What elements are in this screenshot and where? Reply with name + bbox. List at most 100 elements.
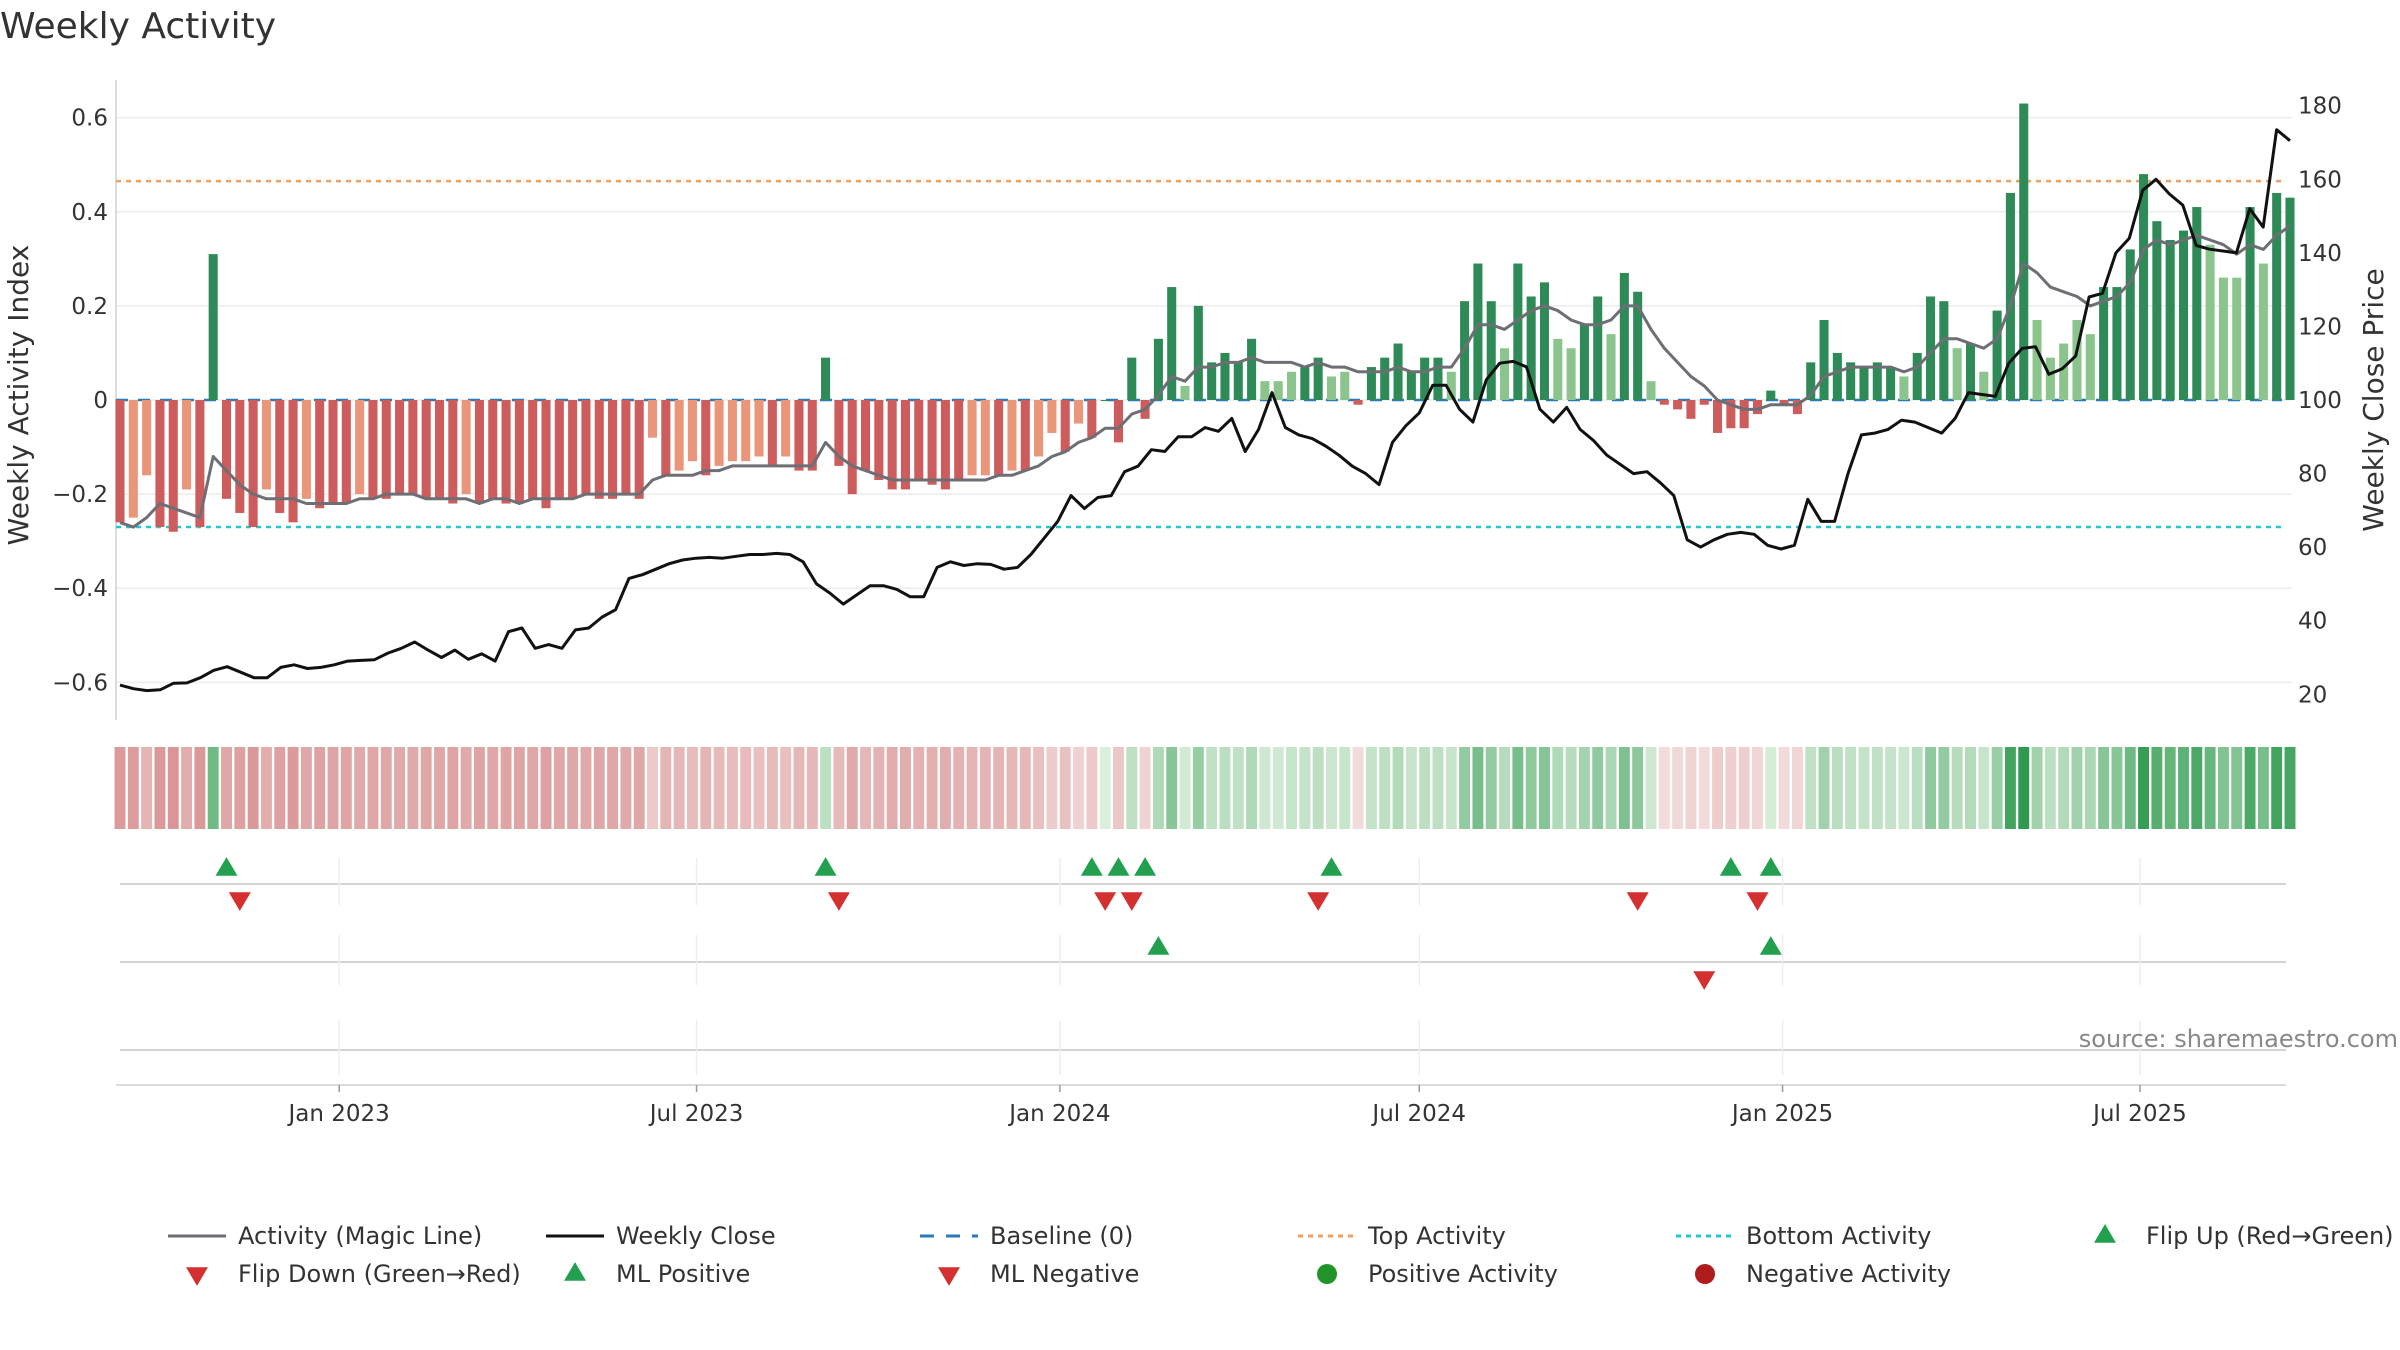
activity-bar	[1566, 348, 1576, 400]
activity-bar	[1832, 352, 1842, 400]
right-axis-ticks: 180 160 140 120 100 80 60 40 20	[2298, 94, 2342, 709]
heat-cell	[114, 747, 126, 829]
activity-bar	[994, 400, 1004, 476]
flip-up-marker	[1719, 857, 1742, 876]
x-axis-ticks: Jan 2023 Jul 2023 Jan 2024 Jul 2024 Jan 2025…	[116, 1084, 2286, 1127]
activity-bar	[741, 400, 751, 462]
activity-bar	[1193, 305, 1203, 400]
heat-cell	[1073, 747, 1084, 829]
legend-item: Top Activity	[1298, 1222, 1506, 1250]
heat-cell	[1459, 747, 1471, 829]
heat-cell	[2231, 747, 2243, 829]
x-tick-label: Jul 2024	[1370, 1101, 1466, 1127]
heat-cell	[540, 747, 552, 829]
heat-cell	[1845, 747, 1857, 829]
heat-cell	[2178, 747, 2189, 829]
series-lines	[119, 128, 2291, 693]
heat-cell	[274, 747, 286, 829]
heat-cell	[713, 747, 725, 829]
left-axis-ticks: 0.6 0.4 0.2 0 −0.2 −0.4 −0.6	[52, 106, 108, 697]
flip-down-marker	[1626, 892, 1649, 911]
activity-bar	[501, 400, 511, 504]
activity-bar	[754, 400, 764, 457]
legend-label: Activity (Magic Line)	[238, 1222, 482, 1250]
heat-cell	[2164, 747, 2176, 829]
legend-item: Negative Activity	[1695, 1260, 1951, 1288]
activity-bar	[1939, 301, 1949, 400]
heat-cell	[1259, 747, 1271, 829]
activity-bar	[940, 400, 950, 490]
right-tick-label: 20	[2298, 682, 2327, 708]
activity-bar	[1473, 263, 1483, 400]
chart-title: Weekly Activity	[0, 6, 276, 47]
heat-cell	[2138, 747, 2150, 829]
activity-bar	[1965, 343, 1976, 400]
heat-cell	[394, 747, 406, 829]
activity-bar	[341, 400, 351, 504]
activity-bar	[182, 400, 192, 490]
x-tick-label: Jul 2023	[648, 1101, 744, 1127]
activity-bar	[1326, 376, 1336, 400]
activity-bar	[1699, 400, 1709, 405]
heat-cell	[1192, 747, 1204, 829]
activity-bar	[488, 400, 498, 499]
left-tick-label: 0	[93, 388, 108, 414]
heat-cell	[1592, 747, 1604, 829]
heat-cell	[780, 747, 792, 829]
heat-cell	[2191, 747, 2203, 829]
flip-up-marker	[1759, 857, 1782, 876]
heat-cell	[1113, 747, 1124, 829]
activity-bar	[1539, 282, 1550, 400]
activity-bar	[2165, 240, 2175, 400]
activity-bar	[1713, 400, 1723, 433]
activity-bar	[2099, 287, 2109, 400]
heat-cell	[753, 747, 765, 829]
activity-bar	[1100, 400, 1110, 401]
heat-cell	[1965, 747, 1976, 829]
heat-cell	[2058, 747, 2070, 829]
activity-bar	[2112, 287, 2122, 400]
heat-cell	[2071, 747, 2083, 829]
heat-cell	[1046, 747, 1058, 829]
activity-bar	[1340, 371, 1350, 400]
heat-cell	[221, 747, 232, 829]
activity-bar	[434, 400, 445, 499]
activity-bar	[821, 357, 831, 400]
activity-bar	[2205, 244, 2215, 400]
heat-cell	[141, 747, 153, 829]
heat-cell	[1578, 747, 1590, 829]
weekly-close-series	[119, 128, 2291, 693]
heat-cell	[1885, 747, 1897, 829]
heat-cell	[2098, 747, 2110, 829]
heat-cell	[1911, 747, 1923, 829]
activity-bar	[1380, 357, 1390, 400]
heat-cell	[260, 747, 272, 829]
heat-cell	[434, 747, 445, 829]
activity-bar	[1087, 400, 1097, 438]
heat-cell	[1991, 747, 2003, 829]
legend-swatch	[2094, 1224, 2116, 1243]
activity-bar	[1633, 291, 1643, 400]
heat-cell	[2044, 747, 2056, 829]
heat-cell	[2244, 747, 2256, 829]
heat-cell	[234, 747, 246, 829]
activity-bar	[315, 400, 325, 509]
ml-negative-marker	[1693, 971, 1716, 990]
activity-bar	[1180, 385, 1190, 400]
activity-bar	[1513, 263, 1523, 400]
heat-cell	[886, 747, 898, 829]
heat-cell	[1539, 747, 1550, 829]
heat-cell	[407, 747, 419, 829]
heat-cell	[1951, 747, 1963, 829]
heat-cell	[1086, 747, 1098, 829]
heat-cell	[1126, 747, 1138, 829]
activity-bar	[1420, 357, 1430, 400]
heat-cell	[1805, 747, 1817, 829]
heat-cell	[900, 747, 911, 829]
activity-bar	[714, 400, 724, 466]
flip-up-marker	[1134, 857, 1157, 876]
activity-bar	[727, 400, 737, 462]
heat-cell	[1392, 747, 1404, 829]
